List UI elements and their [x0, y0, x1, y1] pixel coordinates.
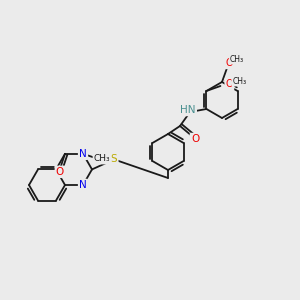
Text: N: N	[79, 149, 87, 159]
Text: O: O	[226, 79, 233, 89]
Text: O: O	[191, 134, 199, 144]
Text: CH₃: CH₃	[232, 76, 247, 85]
Text: N: N	[79, 180, 87, 190]
Text: O: O	[225, 58, 233, 68]
Text: HN: HN	[180, 105, 196, 115]
Text: S: S	[111, 154, 117, 164]
Text: CH₃: CH₃	[230, 55, 244, 64]
Text: O: O	[56, 167, 64, 177]
Text: CH₃: CH₃	[94, 154, 110, 163]
